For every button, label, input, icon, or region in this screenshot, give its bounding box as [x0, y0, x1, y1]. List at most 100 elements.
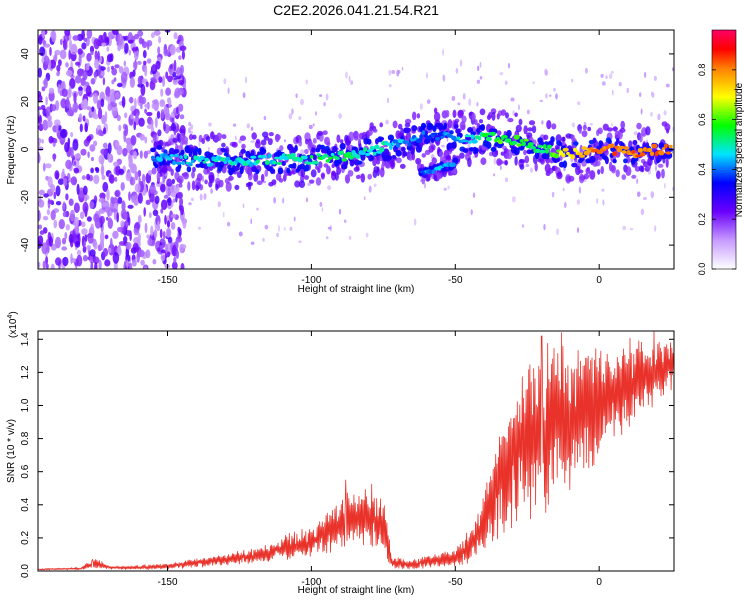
heatmap-ridge-halo: [204, 179, 208, 185]
heatmap-ridge-body: [184, 145, 191, 154]
heatmap-noise-cell: [55, 185, 61, 197]
heatmap-ridge-core: [286, 154, 291, 157]
heatmap-ridge-halo: [404, 118, 412, 125]
heatmap-ridge-core: [566, 151, 570, 156]
heatmap-noise-cell: [167, 236, 173, 244]
heatmap-ridge-halo: [396, 157, 402, 164]
heatmap-ridge-core: [172, 160, 177, 166]
heatmap-noise-cell: [145, 199, 151, 205]
heatmap-noise-cell: [167, 197, 172, 206]
heatmap-ridge-body: [186, 166, 192, 173]
heatmap-faint-cell: [338, 208, 342, 215]
heatmap-faint-cell: [278, 225, 280, 232]
heatmap-ridge-halo: [183, 171, 189, 180]
colorbar-gradient: [711, 29, 737, 270]
heatmap-noise-cell: [128, 157, 133, 167]
snr-xtick-label: -150: [157, 577, 177, 588]
heatmap-faint-cell: [512, 110, 515, 116]
heatmap-faint-cell: [414, 218, 417, 226]
heatmap-ridge-core: [537, 144, 543, 148]
heatmap-noise-cell: [89, 201, 94, 210]
heatmap-ridge-body: [349, 158, 355, 167]
heatmap-ridge-halo: [551, 123, 557, 130]
heatmap-faint-cell: [508, 62, 510, 69]
heatmap-noise-cell: [99, 66, 106, 71]
heatmap-noise-cell: [81, 175, 86, 180]
snr-frame: [37, 330, 675, 572]
heatmap-faint-cell: [457, 102, 461, 106]
heatmap-noise-cell: [121, 200, 126, 212]
heatmap-ridge-halo: [390, 161, 395, 168]
heatmap-noise-cell: [38, 261, 41, 269]
heatmap-noise-cell: [100, 71, 105, 77]
heatmap-noise-cell: [109, 88, 116, 101]
heatmap-faint-cell: [441, 144, 445, 148]
heatmap-faint-cell: [368, 185, 372, 193]
heatmap-noise-cell: [107, 103, 113, 111]
heatmap-noise-cell: [58, 59, 62, 67]
heatmap-noise-cell: [182, 220, 187, 229]
snr-series-line: [38, 331, 674, 571]
heatmap-noise-cell: [120, 220, 125, 228]
heatmap-ridge-body: [490, 146, 497, 152]
heatmap-ridge-halo: [515, 124, 522, 133]
heatmap-ridge-halo: [336, 134, 341, 143]
heatmap-ridge-core: [250, 155, 257, 159]
heatmap-noise-cell: [137, 83, 144, 88]
heatmap-secondary-ridge-body: [422, 174, 428, 178]
heatmap-noise-cell: [98, 64, 101, 76]
heatmap-ridge-halo: [561, 136, 566, 143]
heatmap-ridge-halo: [433, 111, 441, 122]
snr-multiplier: (x104): [7, 311, 19, 338]
heatmap-ridge-body: [649, 154, 655, 161]
heatmap-ridge-halo: [318, 161, 323, 169]
heatmap-noise-cell: [173, 256, 177, 264]
heatmap-noise-cell: [144, 265, 148, 269]
heatmap-faint-cell: [199, 193, 203, 201]
heatmap-ridge-halo: [251, 132, 257, 140]
heatmap-noise-cell: [175, 75, 182, 80]
heatmap-noise-cell: [138, 176, 141, 185]
heatmap-noise-cell: [179, 114, 185, 120]
heatmap-faint-cell: [350, 80, 354, 85]
heatmap-faint-cell: [284, 139, 286, 143]
heatmap-noise-cell: [179, 125, 186, 136]
heatmap-noise-cell: [125, 254, 131, 263]
heatmap-noise-cell: [93, 140, 98, 147]
heatmap-noise-cell: [85, 64, 90, 71]
heatmap-noise-cell: [38, 110, 41, 118]
heatmap-noise-cell: [128, 262, 133, 269]
heatmap-noise-cell: [101, 42, 107, 47]
heatmap-ridge-halo: [640, 165, 645, 173]
heatmap-ridge-body: [410, 147, 415, 155]
heatmap-faint-cell: [512, 196, 516, 203]
heatmap-faint-cell: [238, 231, 243, 237]
heatmap-faint-cell: [396, 69, 400, 77]
heatmap-ridge-core: [174, 153, 179, 158]
heatmap-noise-cell: [169, 64, 174, 70]
heatmap-noise-cell: [82, 246, 87, 253]
heatmap-noise-cell: [123, 212, 128, 220]
heatmap-noise-cell: [158, 76, 163, 83]
heatmap-ridge-halo: [360, 173, 366, 183]
heatmap-noise-cell: [38, 137, 42, 144]
heatmap-faint-cell: [602, 199, 605, 206]
snr-panel: -150 -100 -50 0 0.0 0.2 0.4 0.6 0.8 1.0 1.2 1.4 Hei…: [6, 311, 675, 596]
heatmap-noise-cell: [146, 124, 153, 130]
heatmap-faint-cell: [640, 108, 643, 115]
heatmap-ridge-body: [320, 144, 325, 150]
heatmap-noise-cell: [92, 92, 99, 104]
heatmap-noise-cell: [65, 62, 69, 68]
heatmap-noise-cell: [42, 216, 49, 221]
heatmap-faint-cell: [462, 93, 466, 100]
heatmap-noise-cell: [153, 30, 161, 36]
heatmap-ridge-core: [263, 155, 267, 159]
heatmap-noise-cell: [45, 106, 51, 117]
heatmap-noise-cell: [128, 216, 131, 226]
heatmap-faint-cell: [544, 68, 548, 76]
heatmap-ridge-halo: [177, 175, 184, 184]
heatmap-faint-cell: [291, 108, 294, 115]
heatmap-noise-cell: [47, 199, 54, 204]
heatmap-noise-cell: [72, 103, 76, 110]
heatmap-noise-cell: [107, 151, 112, 163]
